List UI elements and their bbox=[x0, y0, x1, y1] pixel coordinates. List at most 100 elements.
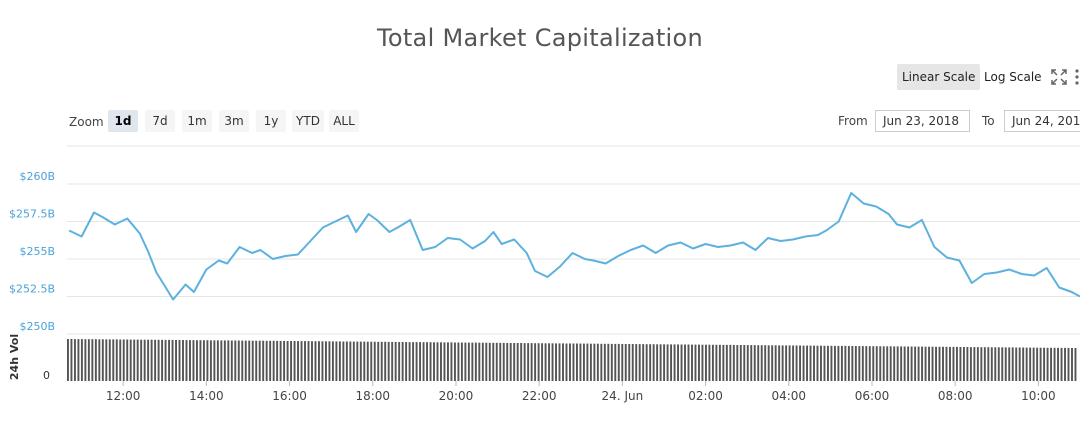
volume-bar bbox=[94, 339, 97, 381]
volume-bar bbox=[262, 340, 265, 381]
volume-bar bbox=[896, 346, 899, 381]
volume-bar bbox=[220, 340, 223, 381]
volume-bar bbox=[84, 339, 87, 381]
volume-bar bbox=[352, 341, 355, 381]
volume-bar bbox=[185, 340, 188, 381]
volume-bar bbox=[380, 341, 383, 381]
volume-bar bbox=[523, 343, 526, 381]
zoom-1y-button[interactable]: 1y bbox=[256, 110, 286, 132]
volume-bar bbox=[349, 341, 352, 381]
volume-bar bbox=[907, 346, 910, 381]
volume-bar bbox=[366, 341, 369, 381]
volume-bar bbox=[872, 346, 875, 381]
volume-bar bbox=[635, 344, 638, 381]
volume-bar bbox=[157, 339, 160, 381]
x-tick-label: 16:00 bbox=[272, 389, 307, 403]
volume-bar bbox=[422, 342, 425, 381]
volume-bar bbox=[795, 345, 798, 381]
volume-bar bbox=[331, 341, 334, 381]
volume-bar bbox=[914, 346, 917, 381]
volume-bar bbox=[736, 345, 739, 381]
volume-bar bbox=[555, 343, 557, 381]
volume-bar bbox=[534, 343, 537, 381]
volume-bar bbox=[959, 347, 962, 381]
volume-bar bbox=[541, 343, 544, 381]
volume-bar bbox=[471, 342, 474, 381]
menu-icon[interactable] bbox=[1074, 68, 1080, 86]
volume-bar bbox=[495, 342, 498, 381]
zoom-all-button[interactable]: ALL bbox=[329, 110, 359, 132]
y-tick-label: $257.5B bbox=[9, 208, 55, 221]
volume-bar bbox=[98, 339, 101, 381]
zoom-ytd-button[interactable]: YTD bbox=[292, 110, 324, 132]
from-date-input[interactable]: Jun 23, 2018 bbox=[875, 110, 970, 132]
volume-bar bbox=[485, 342, 488, 381]
volume-bar bbox=[195, 340, 198, 381]
volume-bar bbox=[813, 345, 815, 381]
volume-bar bbox=[701, 344, 704, 381]
volume-bar bbox=[698, 344, 700, 381]
volume-bar bbox=[87, 339, 90, 381]
volume-bar bbox=[596, 343, 599, 381]
volume-bar bbox=[820, 345, 822, 381]
volume-bar bbox=[279, 340, 282, 381]
volume-bar bbox=[774, 345, 777, 381]
volume-bar bbox=[506, 342, 509, 381]
volume-bar bbox=[1004, 347, 1007, 381]
volume-bar bbox=[401, 342, 404, 381]
volume-bar bbox=[91, 339, 94, 381]
volume-bar bbox=[272, 340, 275, 381]
volume-bar bbox=[973, 347, 976, 381]
volume-bar bbox=[115, 339, 118, 381]
volume-bar bbox=[1064, 347, 1066, 381]
y-tick-label: $255B bbox=[19, 245, 55, 258]
volume-bar bbox=[624, 344, 627, 381]
volume-bar bbox=[426, 342, 428, 381]
volume-bar bbox=[987, 347, 990, 381]
volume-bar bbox=[412, 342, 415, 381]
volume-bar bbox=[921, 346, 924, 381]
volume-bar bbox=[1046, 347, 1049, 381]
volume-bar bbox=[321, 341, 324, 381]
volume-bar bbox=[1050, 347, 1053, 381]
volume-bar bbox=[854, 346, 857, 381]
volume-bar bbox=[290, 341, 293, 381]
volume-bar bbox=[171, 339, 174, 381]
volume-bar bbox=[586, 343, 589, 381]
volume-bar bbox=[168, 339, 171, 381]
zoom-3m-button[interactable]: 3m bbox=[219, 110, 249, 132]
volume-bar bbox=[143, 339, 146, 381]
volume-bar bbox=[711, 344, 714, 381]
volume-bar bbox=[520, 343, 523, 381]
volume-bar bbox=[558, 343, 561, 381]
volume-bar bbox=[757, 345, 760, 381]
volume-bar bbox=[924, 346, 927, 381]
volume-bar bbox=[147, 339, 150, 381]
expand-icon[interactable] bbox=[1050, 68, 1068, 86]
zoom-7d-button[interactable]: 7d bbox=[145, 110, 175, 132]
volume-bar bbox=[440, 342, 442, 381]
volume-bar bbox=[359, 341, 362, 381]
volume-bar bbox=[743, 345, 746, 381]
volume-bar bbox=[436, 342, 439, 381]
volume-bar bbox=[1008, 347, 1011, 381]
volume-bar bbox=[725, 344, 728, 381]
linear-scale-button[interactable]: Linear Scale bbox=[897, 64, 981, 90]
volume-bar bbox=[136, 339, 139, 381]
volume-bar bbox=[234, 340, 237, 381]
log-scale-button[interactable]: Log Scale bbox=[984, 70, 1042, 84]
volume-bar bbox=[562, 343, 564, 381]
volume-bar bbox=[443, 342, 446, 381]
volume-bar bbox=[799, 345, 802, 381]
zoom-1m-button[interactable]: 1m bbox=[182, 110, 212, 132]
volume-bar bbox=[387, 341, 390, 381]
x-tick-label: 06:00 bbox=[855, 389, 890, 403]
volume-bar bbox=[1074, 348, 1077, 381]
volume-bar bbox=[527, 343, 530, 381]
volume-bar bbox=[955, 346, 958, 381]
zoom-1d-button[interactable]: 1d bbox=[108, 110, 138, 132]
volume-bar bbox=[826, 345, 829, 381]
volume-bars bbox=[67, 339, 1077, 381]
to-date-input[interactable]: Jun 24, 2018 bbox=[1004, 110, 1080, 132]
